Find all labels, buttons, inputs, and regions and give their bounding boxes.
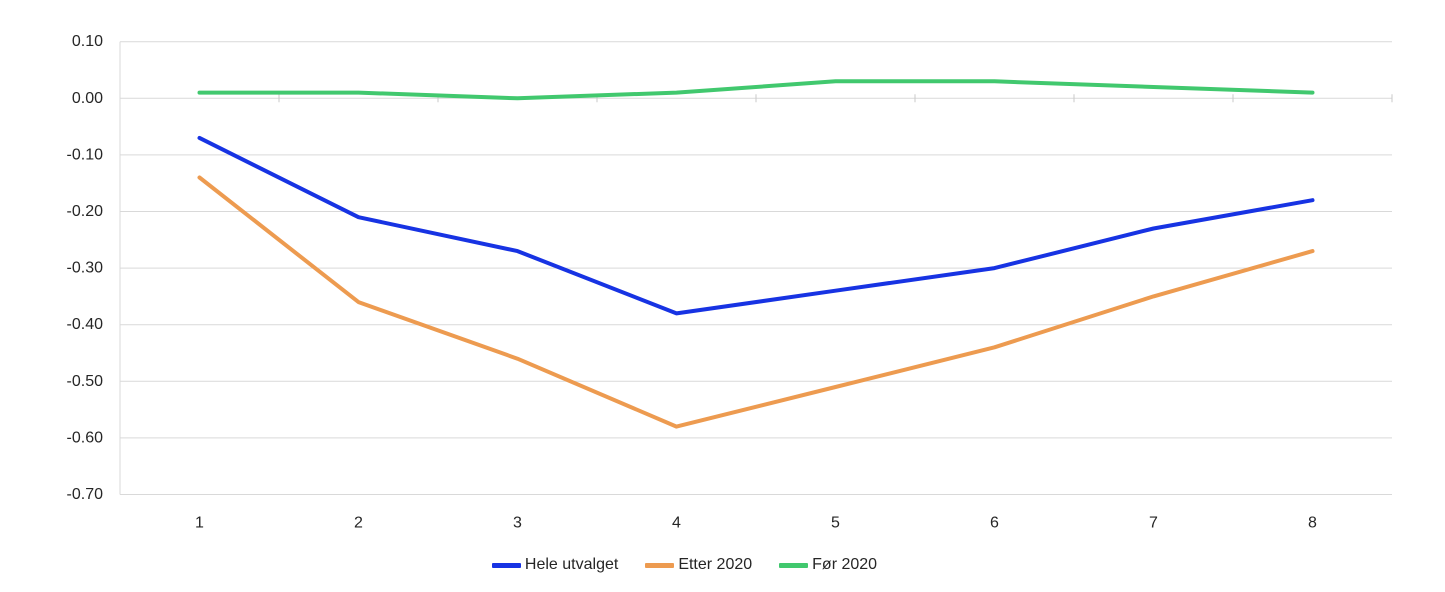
x-tick-label: 6: [990, 515, 999, 532]
x-axis-labels: 1 2 3 4 5 6 7 8: [195, 515, 1317, 532]
series-line-hele-utvalget: [197, 135, 1315, 316]
y-tick-label: -0.50: [67, 373, 104, 390]
x-tick-label: 4: [672, 515, 681, 532]
legend-item-hele-utvalget: Hele utvalget: [491, 556, 619, 573]
x-tick-label: 2: [354, 515, 363, 532]
x-tick-label: 1: [195, 515, 204, 532]
gridlines: [120, 41, 1392, 495]
legend-label: Etter 2020: [678, 556, 753, 573]
legend-label: Hele utvalget: [524, 556, 619, 573]
y-tick-label: -0.40: [67, 316, 104, 333]
x-tick-label: 3: [513, 515, 522, 532]
series-line-før-2020: [197, 79, 1315, 101]
x-tick-label: 5: [831, 515, 840, 532]
y-tick-label: 0.10: [72, 33, 103, 50]
y-tick-label: -0.60: [67, 429, 104, 446]
legend-label: Før 2020: [812, 556, 878, 573]
y-tick-label: -0.30: [67, 260, 104, 277]
legend-swatch-hele-utvalget: [491, 562, 521, 568]
y-tick-label: -0.20: [67, 203, 104, 220]
y-tick-label: 0.00: [72, 90, 103, 107]
y-tick-label: -0.10: [67, 146, 104, 163]
chart-legend: Hele utvalget Etter 2020 Før 2020: [0, 557, 1407, 573]
y-axis-labels: 0.10 0.00 -0.10 -0.20 -0.30 -0.40 -0.50 -0.60 -0…: [67, 33, 104, 503]
x-tick-label: 7: [1149, 515, 1158, 532]
legend-swatch-før-2020: [779, 562, 809, 568]
series-line-etter-2020: [197, 175, 1315, 429]
x-tick-label: 8: [1308, 515, 1317, 532]
legend-item-før-2020: Før 2020: [779, 557, 877, 573]
legend-item-etter-2020: Etter 2020: [645, 557, 752, 573]
legend-swatch-etter-2020: [645, 562, 675, 568]
y-tick-label: -0.70: [67, 486, 104, 503]
